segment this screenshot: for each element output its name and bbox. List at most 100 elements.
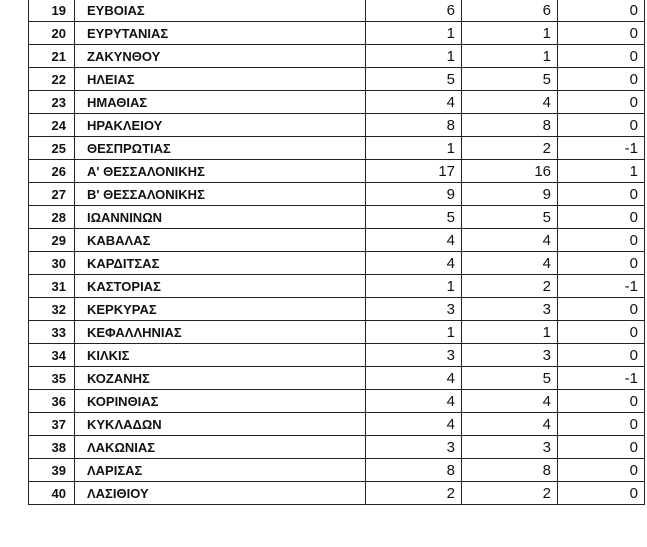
difference-cell: 0: [557, 228, 645, 252]
value-b-cell: 5: [461, 67, 558, 91]
value-a-cell: 9: [365, 182, 462, 206]
row-number-cell: 28: [28, 205, 75, 229]
prefecture-name-cell: ΛΑΚΩΝΙΑΣ: [74, 435, 366, 459]
value-a-cell: 4: [365, 412, 462, 436]
value-b-cell: 3: [461, 435, 558, 459]
table-row: 40 ΛΑΣΙΘΙΟΥ 2 2 0: [28, 481, 645, 505]
table-row: 21 ΖΑΚΥΝΘΟΥ 1 1 0: [28, 44, 645, 68]
value-b-cell: 3: [461, 297, 558, 321]
prefecture-table: 19 ΕΥΒΟΙΑΣ 6 6 0 20 ΕΥΡΥΤΑΝΙΑΣ 1 1 0 21 ΖΑΚΥΝΘΟΥ 1 1 0…: [28, 0, 645, 505]
row-number-cell: 37: [28, 412, 75, 436]
row-number-cell: 34: [28, 343, 75, 367]
table-row: 30 ΚΑΡΔΙΤΣΑΣ 4 4 0: [28, 251, 645, 275]
prefecture-name-cell: ΚΑΒΑΛΑΣ: [74, 228, 366, 252]
table-row: 27 Β' ΘΕΣΣΑΛΟΝΙΚΗΣ 9 9 0: [28, 182, 645, 206]
table-row: 19 ΕΥΒΟΙΑΣ 6 6 0: [28, 0, 645, 22]
difference-cell: -1: [557, 274, 645, 298]
row-number-cell: 29: [28, 228, 75, 252]
prefecture-name-cell: ΚΕΡΚΥΡΑΣ: [74, 297, 366, 321]
table-row: 34 ΚΙΛΚΙΣ 3 3 0: [28, 343, 645, 367]
value-b-cell: 4: [461, 228, 558, 252]
row-number-cell: 22: [28, 67, 75, 91]
difference-cell: 0: [557, 251, 645, 275]
row-number-cell: 25: [28, 136, 75, 160]
value-a-cell: 4: [365, 228, 462, 252]
table-row: 32 ΚΕΡΚΥΡΑΣ 3 3 0: [28, 297, 645, 321]
difference-cell: 0: [557, 21, 645, 45]
value-a-cell: 1: [365, 44, 462, 68]
value-a-cell: 17: [365, 159, 462, 183]
value-b-cell: 4: [461, 251, 558, 275]
row-number-cell: 31: [28, 274, 75, 298]
prefecture-name-cell: ΖΑΚΥΝΘΟΥ: [74, 44, 366, 68]
value-b-cell: 9: [461, 182, 558, 206]
difference-cell: 0: [557, 320, 645, 344]
prefecture-name-cell: ΚΟΖΑΝΗΣ: [74, 366, 366, 390]
difference-cell: 0: [557, 389, 645, 413]
value-b-cell: 8: [461, 458, 558, 482]
value-a-cell: 6: [365, 0, 462, 22]
row-number-cell: 24: [28, 113, 75, 137]
prefecture-name-cell: ΚΥΚΛΑΔΩΝ: [74, 412, 366, 436]
difference-cell: -1: [557, 366, 645, 390]
difference-cell: 0: [557, 297, 645, 321]
difference-cell: 0: [557, 113, 645, 137]
table-row: 31 ΚΑΣΤΟΡΙΑΣ 1 2 -1: [28, 274, 645, 298]
value-a-cell: 2: [365, 481, 462, 505]
value-b-cell: 2: [461, 136, 558, 160]
table-row: 24 ΗΡΑΚΛΕΙΟΥ 8 8 0: [28, 113, 645, 137]
value-b-cell: 4: [461, 389, 558, 413]
value-a-cell: 1: [365, 21, 462, 45]
value-b-cell: 3: [461, 343, 558, 367]
table-row: 28 ΙΩΑΝΝΙΝΩΝ 5 5 0: [28, 205, 645, 229]
prefecture-name-cell: ΘΕΣΠΡΩΤΙΑΣ: [74, 136, 366, 160]
row-number-cell: 20: [28, 21, 75, 45]
prefecture-name-cell: ΕΥΒΟΙΑΣ: [74, 0, 366, 22]
difference-cell: 0: [557, 205, 645, 229]
prefecture-name-cell: ΛΑΣΙΘΙΟΥ: [74, 481, 366, 505]
prefecture-name-cell: ΚΕΦΑΛΛΗΝΙΑΣ: [74, 320, 366, 344]
table-row: 20 ΕΥΡΥΤΑΝΙΑΣ 1 1 0: [28, 21, 645, 45]
value-b-cell: 5: [461, 366, 558, 390]
difference-cell: 0: [557, 67, 645, 91]
prefecture-name-cell: Β' ΘΕΣΣΑΛΟΝΙΚΗΣ: [74, 182, 366, 206]
table-row: 38 ΛΑΚΩΝΙΑΣ 3 3 0: [28, 435, 645, 459]
value-a-cell: 1: [365, 274, 462, 298]
value-a-cell: 4: [365, 366, 462, 390]
table-row: 25 ΘΕΣΠΡΩΤΙΑΣ 1 2 -1: [28, 136, 645, 160]
difference-cell: 0: [557, 481, 645, 505]
value-a-cell: 1: [365, 136, 462, 160]
difference-cell: 0: [557, 343, 645, 367]
row-number-cell: 26: [28, 159, 75, 183]
difference-cell: -1: [557, 136, 645, 160]
value-b-cell: 8: [461, 113, 558, 137]
table-row: 22 ΗΛΕΙΑΣ 5 5 0: [28, 67, 645, 91]
row-number-cell: 27: [28, 182, 75, 206]
value-a-cell: 1: [365, 320, 462, 344]
row-number-cell: 32: [28, 297, 75, 321]
prefecture-name-cell: ΗΡΑΚΛΕΙΟΥ: [74, 113, 366, 137]
difference-cell: 0: [557, 412, 645, 436]
row-number-cell: 33: [28, 320, 75, 344]
table-row: 35 ΚΟΖΑΝΗΣ 4 5 -1: [28, 366, 645, 390]
row-number-cell: 36: [28, 389, 75, 413]
difference-cell: 0: [557, 435, 645, 459]
value-a-cell: 8: [365, 458, 462, 482]
table-row: 26 Α' ΘΕΣΣΑΛΟΝΙΚΗΣ 17 16 1: [28, 159, 645, 183]
prefecture-name-cell: ΚΙΛΚΙΣ: [74, 343, 366, 367]
difference-cell: 1: [557, 159, 645, 183]
difference-cell: 0: [557, 90, 645, 114]
value-b-cell: 4: [461, 90, 558, 114]
difference-cell: 0: [557, 0, 645, 22]
table-row: 33 ΚΕΦΑΛΛΗΝΙΑΣ 1 1 0: [28, 320, 645, 344]
value-a-cell: 5: [365, 67, 462, 91]
prefecture-name-cell: ΗΛΕΙΑΣ: [74, 67, 366, 91]
value-a-cell: 3: [365, 343, 462, 367]
prefecture-name-cell: ΗΜΑΘΙΑΣ: [74, 90, 366, 114]
value-b-cell: 2: [461, 274, 558, 298]
value-b-cell: 5: [461, 205, 558, 229]
value-b-cell: 1: [461, 320, 558, 344]
table-row: 23 ΗΜΑΘΙΑΣ 4 4 0: [28, 90, 645, 114]
value-b-cell: 1: [461, 21, 558, 45]
table-row: 36 ΚΟΡΙΝΘΙΑΣ 4 4 0: [28, 389, 645, 413]
